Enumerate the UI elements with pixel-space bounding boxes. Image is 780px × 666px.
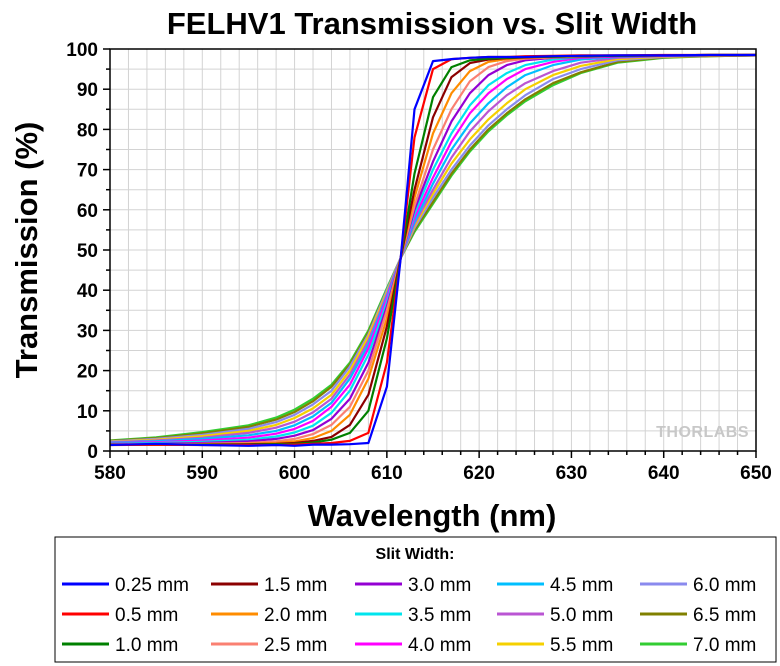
legend-label-5p0-mm: 5.0 mm [550, 605, 613, 626]
x-tick-label: 650 [740, 463, 772, 484]
y-tick-label: 10 [77, 402, 98, 423]
y-axis: 0 10 20 30 40 50 60 70 80 90 100 [66, 40, 110, 463]
legend-label-2p5-mm: 2.5 mm [264, 635, 327, 656]
y-tick-label: 30 [77, 321, 98, 342]
series-lines [109, 53, 757, 447]
y-tick-label: 100 [66, 40, 98, 61]
legend-items: 0.25 mm 0.5 mm 1.0 mm 1.5 mm 2.0 mm 2.5 mm 3.0… [62, 575, 756, 656]
x-tick-label: 600 [279, 463, 311, 484]
y-tick-label: 80 [77, 120, 98, 141]
y-axis-label: Transmission (%) [9, 122, 44, 379]
y-tick-label: 90 [77, 80, 98, 101]
legend-label-3p0-mm: 3.0 mm [408, 575, 471, 596]
legend-label-2p0-mm: 2.0 mm [264, 605, 327, 626]
x-axis: 580 590 600 610 620 630 640 650 [94, 451, 772, 484]
legend-label-1p5-mm: 1.5 mm [264, 575, 327, 596]
legend-title: Slit Width: [376, 546, 455, 563]
legend-label-0p5-mm: 0.5 mm [115, 605, 178, 626]
grid-lines [110, 49, 756, 451]
y-tick-label: 60 [77, 201, 98, 222]
x-tick-label: 580 [94, 463, 126, 484]
legend-label-4p5-mm: 4.5 mm [550, 575, 613, 596]
series-line-4p5-mm [109, 53, 757, 444]
x-tick-label: 590 [186, 463, 218, 484]
legend-label-6p5-mm: 6.5 mm [693, 605, 756, 626]
x-tick-label: 640 [648, 463, 680, 484]
legend-label-6p0-mm: 6.0 mm [693, 575, 756, 596]
thorlabs-watermark: THORLABS [656, 424, 749, 441]
legend-label-0p25-mm: 0.25 mm [115, 575, 189, 596]
x-tick-label: 610 [371, 463, 403, 484]
y-tick-label: 70 [77, 161, 98, 182]
legend-label-3p5-mm: 3.5 mm [408, 605, 471, 626]
plot-area: THORLABS [109, 48, 757, 452]
x-tick-label: 630 [556, 463, 588, 484]
y-tick-label: 0 [87, 442, 98, 463]
x-axis-label: Wavelength (nm) [308, 498, 557, 533]
legend-label-5p5-mm: 5.5 mm [550, 635, 613, 656]
legend-label-4p0-mm: 4.0 mm [408, 635, 471, 656]
legend-label-1p0-mm: 1.0 mm [115, 635, 178, 656]
x-tick-label: 620 [463, 463, 495, 484]
y-tick-label: 20 [77, 362, 98, 383]
legend-box [54, 536, 777, 663]
y-tick-label: 50 [77, 241, 98, 262]
legend: Slit Width: 0.25 mm 0.5 mm 1.0 mm 1.5 mm 2.0… [54, 536, 777, 663]
chart-title: FELHV1 Transmission vs. Slit Width [167, 6, 697, 41]
legend-label-7p0-mm: 7.0 mm [693, 635, 756, 656]
series-line-0p25-mm [109, 53, 756, 447]
y-tick-label: 40 [77, 281, 98, 302]
